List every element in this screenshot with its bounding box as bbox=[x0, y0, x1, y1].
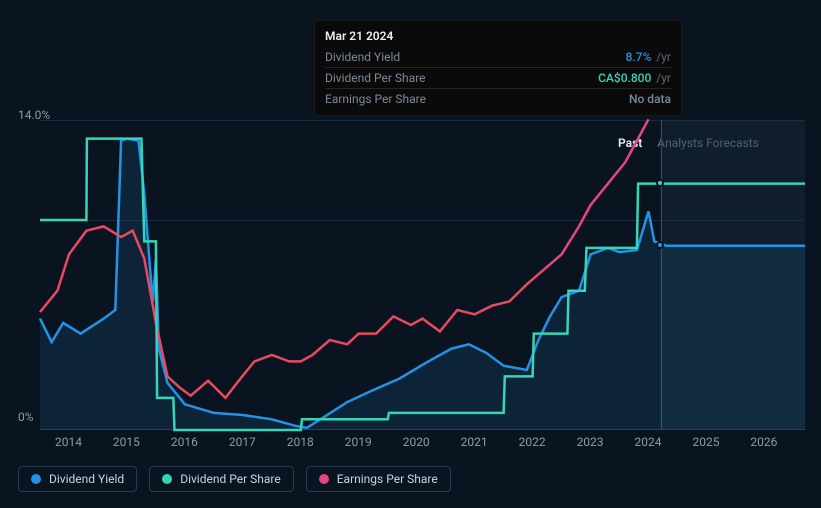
x-tick: 2025 bbox=[692, 435, 719, 449]
tooltip-row-label: Earnings Per Share bbox=[325, 92, 426, 106]
dividend-per-share-marker bbox=[656, 179, 664, 187]
x-tick: 2021 bbox=[461, 435, 488, 449]
x-tick: 2022 bbox=[519, 435, 546, 449]
legend-label: Dividend Yield bbox=[49, 472, 124, 486]
legend-label: Dividend Per Share bbox=[180, 472, 281, 486]
x-tick: 2020 bbox=[403, 435, 430, 449]
chart-svg bbox=[40, 130, 805, 430]
legend-item-dividend-per-share[interactable]: Dividend Per Share bbox=[149, 466, 294, 492]
tooltip-row-value: 8.7% /yr bbox=[626, 50, 671, 64]
x-tick: 2026 bbox=[750, 435, 777, 449]
tooltip-row: Dividend Per Share CA$0.800 /yr bbox=[325, 67, 671, 88]
x-tick: 2018 bbox=[287, 435, 314, 449]
legend-label: Earnings Per Share bbox=[337, 472, 438, 486]
tooltip-row-label: Dividend Yield bbox=[325, 50, 400, 64]
plot-area[interactable] bbox=[40, 130, 805, 430]
tooltip: Mar 21 2024 Dividend Yield8.7% /yrDivide… bbox=[314, 20, 682, 116]
tooltip-row: Earnings Per Share No data bbox=[325, 88, 671, 109]
x-tick: 2015 bbox=[113, 435, 140, 449]
y-tick-min: 0% bbox=[18, 410, 34, 424]
dividend-yield-marker bbox=[656, 241, 664, 249]
legend-item-earnings-per-share[interactable]: Earnings Per Share bbox=[306, 466, 451, 492]
x-tick: 2016 bbox=[171, 435, 198, 449]
legend-dot-icon bbox=[319, 474, 329, 484]
legend-item-dividend-yield[interactable]: Dividend Yield bbox=[18, 466, 137, 492]
legend-dot-icon bbox=[31, 474, 41, 484]
tooltip-row-label: Dividend Per Share bbox=[325, 71, 426, 85]
tooltip-row-value: CA$0.800 /yr bbox=[598, 71, 671, 85]
chart-container: Mar 21 2024 Dividend Yield8.7% /yrDivide… bbox=[0, 0, 821, 508]
x-tick: 2014 bbox=[55, 435, 82, 449]
tooltip-date: Mar 21 2024 bbox=[325, 29, 671, 43]
x-tick: 2017 bbox=[229, 435, 256, 449]
x-tick: 2023 bbox=[577, 435, 604, 449]
x-tick: 2024 bbox=[635, 435, 662, 449]
tooltip-row: Dividend Yield 8.7% /yr bbox=[325, 47, 671, 67]
x-tick: 2019 bbox=[345, 435, 372, 449]
tooltip-row-value: No data bbox=[629, 92, 671, 106]
legend: Dividend Yield Dividend Per Share Earnin… bbox=[18, 466, 451, 492]
legend-dot-icon bbox=[162, 474, 172, 484]
